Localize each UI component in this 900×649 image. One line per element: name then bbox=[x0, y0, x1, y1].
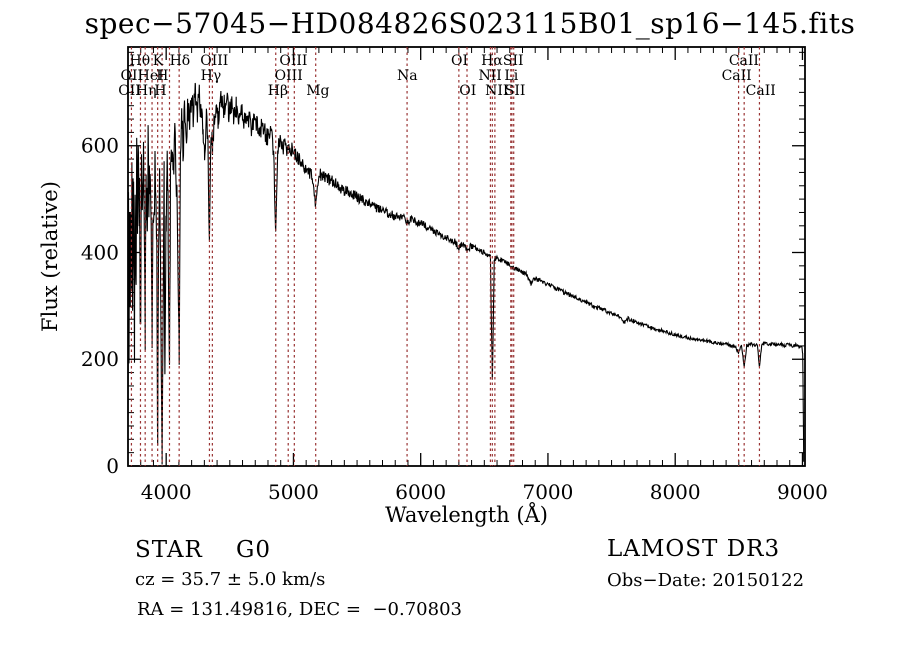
line-label-NII: NII bbox=[479, 68, 502, 84]
line-label-CaII: CaII bbox=[722, 68, 752, 84]
y-axis-title: Flux (relative) bbox=[38, 181, 62, 332]
line-label-Na: Na bbox=[397, 68, 418, 84]
classification-label: STAR G0 bbox=[135, 537, 272, 563]
survey-release-label: LAMOST DR3 bbox=[607, 536, 781, 562]
x-tick-label: 7000 bbox=[522, 480, 573, 504]
y-tick-label: 0 bbox=[106, 454, 119, 478]
line-label-OII: OII bbox=[118, 83, 141, 99]
x-axis-title: Wavelength (Å) bbox=[385, 502, 548, 527]
line-label-OIII: OIII bbox=[279, 53, 307, 69]
line-label-Hβ: Hβ bbox=[268, 83, 288, 99]
spectrum-trace bbox=[127, 82, 805, 465]
line-label-Hα: Hα bbox=[481, 53, 503, 69]
cz-velocity-label: cz = 35.7 ± 5.0 km/s bbox=[135, 569, 326, 590]
line-label-Hη: Hη bbox=[136, 83, 157, 99]
ra-dec-label: RA = 131.49816, DEC = −0.70803 bbox=[137, 599, 462, 620]
line-label-Li: Li bbox=[504, 68, 518, 84]
line-label-NII: NII bbox=[485, 83, 508, 99]
line-label-OI: OI bbox=[451, 53, 468, 69]
x-tick-label: 6000 bbox=[395, 480, 446, 504]
line-label-CaII: CaII bbox=[729, 53, 759, 69]
x-tick-label: 4000 bbox=[141, 480, 192, 504]
plot-title: spec−57045−HD084826S023115B01_sp16−145.f… bbox=[84, 7, 856, 40]
line-label-Hθ: Hθ bbox=[130, 53, 151, 69]
line-label-Hδ: Hδ bbox=[170, 53, 191, 69]
x-tick-label: 9000 bbox=[777, 480, 828, 504]
line-label-OI: OI bbox=[459, 83, 476, 99]
x-tick-label: 8000 bbox=[650, 480, 701, 504]
y-tick-label: 200 bbox=[81, 347, 119, 371]
line-label-OIII: OIII bbox=[275, 68, 303, 84]
line-label-SII: SII bbox=[505, 83, 526, 99]
line-label-K: K bbox=[153, 53, 164, 69]
obs-date-label: Obs−Date: 20150122 bbox=[607, 570, 805, 591]
line-label-OIII: OIII bbox=[200, 53, 228, 69]
line-label-H: H bbox=[156, 68, 168, 84]
y-tick-label: 400 bbox=[81, 240, 119, 264]
line-label-CaII: CaII bbox=[746, 83, 776, 99]
line-label-OII: OII bbox=[121, 68, 144, 84]
x-tick-label: 5000 bbox=[268, 480, 319, 504]
line-label-HeI: HeI bbox=[138, 68, 164, 84]
line-label-Mg: Mg bbox=[306, 83, 329, 99]
line-label-SII: SII bbox=[503, 53, 524, 69]
line-label-H: H bbox=[154, 83, 166, 99]
y-tick-label: 600 bbox=[81, 134, 119, 158]
line-label-Hγ: Hγ bbox=[201, 68, 222, 84]
